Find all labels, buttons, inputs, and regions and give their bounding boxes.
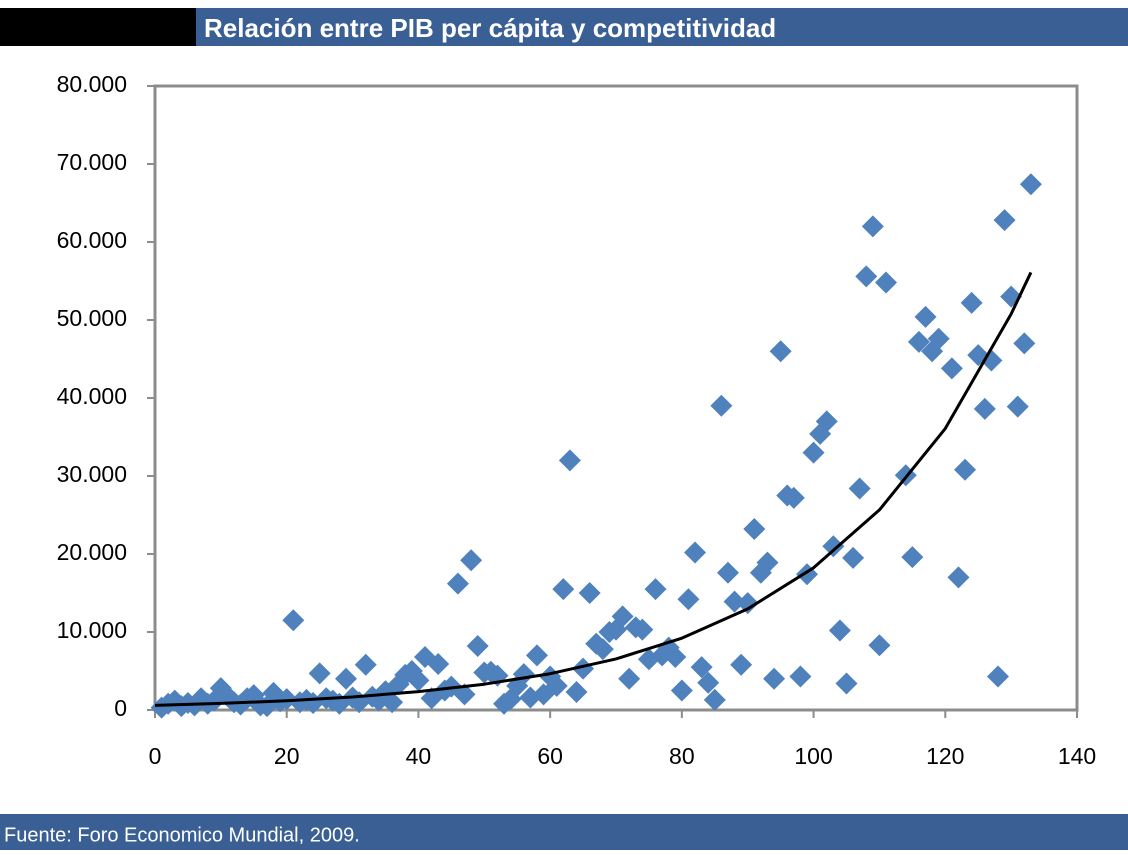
point xyxy=(644,578,667,601)
point xyxy=(558,449,581,472)
point xyxy=(828,619,851,642)
y-tick-label: 70.000 xyxy=(57,149,127,175)
header-black xyxy=(0,8,196,46)
point xyxy=(466,635,489,658)
point xyxy=(736,592,759,615)
point xyxy=(677,588,700,611)
point xyxy=(835,672,858,695)
header-bar xyxy=(196,8,1128,46)
y-tick-label: 40.000 xyxy=(57,383,127,409)
point xyxy=(710,394,733,417)
point xyxy=(842,546,865,569)
point xyxy=(664,645,687,668)
x-tick-label: 0 xyxy=(149,743,162,769)
point xyxy=(993,209,1016,232)
point xyxy=(822,535,845,558)
point xyxy=(427,652,450,675)
x-tick-label: 140 xyxy=(1058,743,1096,769)
point xyxy=(769,340,792,363)
point xyxy=(670,679,693,702)
point xyxy=(1013,332,1036,355)
point xyxy=(545,674,568,697)
point xyxy=(868,634,891,657)
point xyxy=(716,561,739,584)
point xyxy=(960,291,983,314)
point xyxy=(684,541,707,564)
point xyxy=(947,566,970,589)
source: Fuente: Foro Economico Mundial, 2009. xyxy=(4,824,360,846)
point xyxy=(446,572,469,595)
y-tick-label: 20.000 xyxy=(57,539,127,565)
point xyxy=(460,549,483,572)
point xyxy=(914,305,937,328)
point xyxy=(453,683,476,706)
y-tick-label: 60.000 xyxy=(57,227,127,253)
y-tick-label: 50.000 xyxy=(57,305,127,331)
point xyxy=(565,681,588,704)
point xyxy=(789,665,812,688)
point xyxy=(381,691,404,714)
point xyxy=(815,410,838,433)
point xyxy=(591,638,614,661)
x-tick-label: 100 xyxy=(794,743,832,769)
point xyxy=(334,667,357,690)
point xyxy=(703,688,726,711)
point xyxy=(282,609,305,632)
point xyxy=(354,653,377,676)
point xyxy=(802,441,825,464)
chart-title: Relación entre PIB per cápita y competit… xyxy=(204,13,776,43)
y-tick-label: 30.000 xyxy=(57,461,127,487)
point xyxy=(907,330,930,353)
y-tick-label: 0 xyxy=(114,695,127,721)
x-tick-label: 120 xyxy=(926,743,964,769)
trend-line xyxy=(154,271,1033,707)
point xyxy=(986,665,1009,688)
point xyxy=(973,397,996,420)
point xyxy=(611,605,634,628)
x-tick-label: 80 xyxy=(669,743,695,769)
point xyxy=(690,656,713,679)
y-tick-label: 80.000 xyxy=(57,71,127,97)
point xyxy=(730,653,753,676)
point xyxy=(848,477,871,500)
point xyxy=(855,265,878,288)
point xyxy=(901,546,924,569)
x-tick-label: 40 xyxy=(406,743,432,769)
point xyxy=(407,669,430,692)
point xyxy=(743,518,766,541)
point xyxy=(1019,173,1042,196)
point xyxy=(954,458,977,481)
point xyxy=(499,688,522,711)
point xyxy=(308,662,331,685)
footer-bar xyxy=(0,814,1128,850)
point xyxy=(861,215,884,238)
point xyxy=(552,578,575,601)
point xyxy=(578,582,601,604)
x-tick-label: 60 xyxy=(537,743,563,769)
point xyxy=(572,657,595,680)
point xyxy=(723,590,746,613)
point xyxy=(763,667,786,690)
point xyxy=(756,551,779,574)
point xyxy=(782,486,805,509)
point xyxy=(618,667,641,690)
point xyxy=(697,671,720,694)
x-tick-label: 20 xyxy=(274,743,300,769)
y-tick-label: 10.000 xyxy=(57,617,127,643)
point xyxy=(525,644,548,667)
point xyxy=(1006,395,1029,418)
point xyxy=(927,327,950,350)
point xyxy=(631,618,654,641)
point xyxy=(875,271,898,294)
point xyxy=(940,357,963,380)
